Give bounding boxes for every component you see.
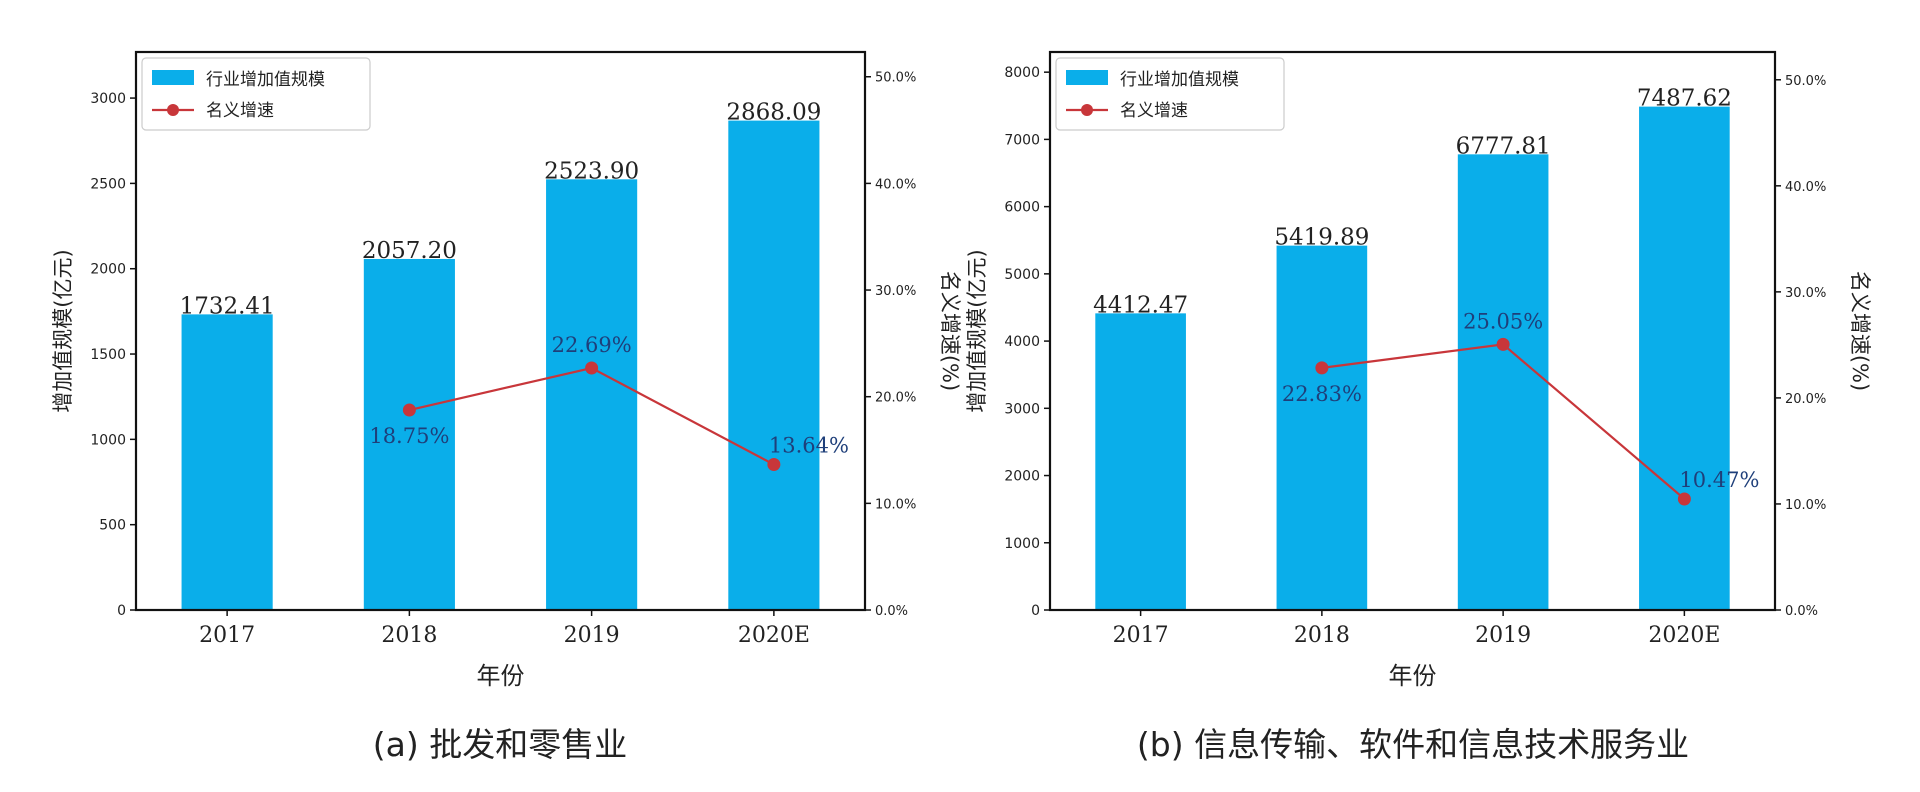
legend-swatch-bar: [1066, 70, 1108, 85]
y-tick-label: 8000: [1004, 65, 1040, 81]
y2-tick-label: 0.0%: [875, 604, 908, 619]
bar-2019: [1457, 154, 1549, 610]
bar-value-label: 4412.47: [1093, 292, 1188, 318]
legend-swatch-bar: [152, 70, 194, 85]
bar-2017: [181, 314, 273, 610]
y-tick-label: 2500: [90, 176, 126, 192]
y-axis-title: 增加值规模(亿元): [51, 249, 75, 412]
y2-tick-label: 20.0%: [875, 391, 916, 406]
x-tick-label: 2020E: [738, 623, 810, 648]
growth-value-label: 18.75%: [369, 424, 449, 448]
y2-tick-label: 50.0%: [875, 71, 916, 86]
caption-chart-a: (a) 批发和零售业: [372, 725, 628, 764]
growth-value-label: 13.64%: [769, 434, 849, 458]
y-tick-label: 7000: [1004, 132, 1040, 148]
legend-label-bar: 行业增加值规模: [206, 70, 325, 90]
bar-value-label: 1732.41: [180, 293, 275, 319]
y-tick-label: 3000: [90, 91, 126, 107]
y-tick-label: 1000: [1004, 536, 1040, 552]
chart-b: 4412.47 5419.89 6777.81 7487.62 0 1000 2000 300…: [965, 50, 1872, 690]
y2-tick-label: 20.0%: [1785, 392, 1826, 407]
y2-tick-label: 40.0%: [875, 177, 916, 192]
bar-value-label: 2523.90: [544, 158, 639, 184]
growth-value-label: 22.83%: [1282, 382, 1362, 406]
y2-tick-label: 30.0%: [1785, 286, 1826, 301]
y-tick-label: 2000: [90, 262, 126, 278]
growth-value-label: 10.47%: [1679, 468, 1759, 492]
legend-label-line: 名义增速: [206, 101, 274, 121]
plot-frame: [1048, 50, 1777, 612]
bar-2020E: [728, 120, 820, 610]
bar-value-label: 7487.62: [1637, 86, 1732, 112]
bar-value-label: 2057.20: [362, 238, 457, 264]
y-tick-label: 1000: [90, 432, 126, 448]
y-tick-label: 5000: [1004, 267, 1040, 283]
bar-2019: [546, 179, 638, 610]
bar-value-label: 2868.09: [726, 100, 821, 126]
x-tick-label: 2019: [1475, 623, 1531, 648]
y-tick-label: 4000: [1004, 334, 1040, 350]
x-tick-label: 2018: [381, 623, 437, 648]
x-tick-label: 2017: [1113, 623, 1169, 648]
y2-tick-label: 0.0%: [1785, 604, 1818, 619]
y2-tick-label: 50.0%: [1785, 74, 1826, 89]
x-tick-label: 2018: [1294, 623, 1350, 648]
y2-axis-title: 名义增速(%): [1848, 271, 1872, 391]
bar-2017: [1095, 313, 1186, 610]
x-tick-label: 2020E: [1648, 623, 1720, 648]
bar-value-label: 5419.89: [1274, 225, 1369, 251]
bar-2018: [1276, 245, 1368, 610]
legend-swatch-marker: [1081, 104, 1093, 116]
growth-point-2020E: [1677, 492, 1691, 506]
growth-point-2018: [402, 403, 416, 417]
bar-2018: [363, 258, 455, 610]
legend-swatch-marker: [167, 104, 179, 116]
plot-frame: [134, 50, 867, 612]
growth-value-label: 25.05%: [1463, 309, 1543, 333]
growth-value-label: 22.69%: [552, 333, 632, 357]
y-tick-label: 0: [117, 603, 126, 619]
y2-tick-label: 10.0%: [875, 497, 916, 512]
legend-box: [1055, 57, 1285, 131]
bar-2020E: [1639, 106, 1730, 611]
y2-axis-title: 名义增速(%): [938, 271, 962, 391]
caption-chart-b: (b) 信息传输、软件和信息技术服务业: [1136, 725, 1690, 764]
y-axis-title: 增加值规模(亿元): [965, 249, 989, 412]
growth-point-2019: [1496, 337, 1510, 351]
chart-a: 1732.41 2057.20 2523.90 2868.09 0 500 1000 1500…: [51, 50, 962, 690]
growth-point-2018: [1315, 361, 1329, 375]
y-tick-label: 3000: [1004, 401, 1040, 417]
legend-label-bar: 行业增加值规模: [1120, 70, 1239, 90]
x-axis-title: 年份: [477, 662, 525, 690]
y-tick-label: 6000: [1004, 200, 1040, 216]
legend-label-line: 名义增速: [1120, 101, 1188, 121]
growth-point-2019: [585, 361, 599, 375]
y-tick-label: 2000: [1004, 469, 1040, 485]
bar-value-label: 6777.81: [1456, 133, 1551, 159]
y-tick-label: 0: [1031, 603, 1040, 619]
growth-point-2020E: [767, 458, 781, 472]
x-axis-title: 年份: [1389, 662, 1437, 690]
y-tick-label: 500: [99, 518, 126, 534]
legend-box: [141, 57, 371, 131]
x-tick-label: 2019: [564, 623, 620, 648]
y2-tick-label: 30.0%: [875, 284, 916, 299]
x-tick-label: 2017: [199, 623, 255, 648]
y2-tick-label: 10.0%: [1785, 498, 1826, 513]
y2-tick-label: 40.0%: [1785, 180, 1826, 195]
y-tick-label: 1500: [90, 347, 126, 363]
